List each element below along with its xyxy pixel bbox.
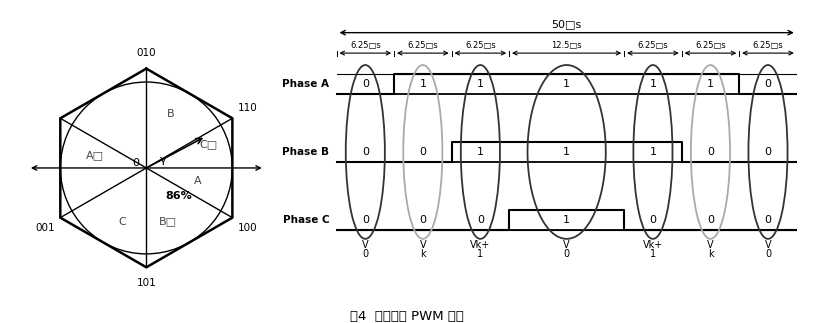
- Text: 1: 1: [650, 79, 656, 89]
- Text: 50□s: 50□s: [551, 19, 582, 29]
- Text: 1: 1: [650, 249, 656, 259]
- Text: 1: 1: [420, 79, 426, 89]
- Text: Vk+: Vk+: [643, 240, 663, 250]
- Text: Vk+: Vk+: [470, 240, 490, 250]
- Text: 0: 0: [363, 249, 368, 259]
- Text: 6.25□s: 6.25□s: [637, 41, 668, 50]
- Text: A□: A□: [85, 150, 103, 160]
- Text: 0: 0: [764, 147, 772, 157]
- Text: V: V: [765, 240, 772, 250]
- Text: C□: C□: [199, 139, 218, 149]
- Text: 0: 0: [477, 215, 484, 225]
- Text: V: V: [707, 240, 714, 250]
- Text: 0: 0: [764, 79, 772, 89]
- Text: 010: 010: [137, 48, 156, 58]
- Text: 001: 001: [35, 223, 54, 233]
- Text: 0: 0: [707, 215, 714, 225]
- Text: 6.25□s: 6.25□s: [407, 41, 438, 50]
- Text: 1: 1: [477, 147, 484, 157]
- Text: 0: 0: [362, 147, 369, 157]
- Text: V: V: [563, 240, 570, 250]
- Text: 0: 0: [765, 249, 771, 259]
- Text: 86%: 86%: [166, 191, 193, 201]
- Text: 12.5□s: 12.5□s: [551, 41, 582, 50]
- Text: 100: 100: [238, 223, 258, 233]
- Text: 0: 0: [707, 147, 714, 157]
- Text: Phase B: Phase B: [282, 147, 329, 157]
- Text: 图4  空间矢量 PWM 原理: 图4 空间矢量 PWM 原理: [350, 310, 463, 323]
- Text: 6.25□s: 6.25□s: [350, 41, 380, 50]
- Text: A: A: [194, 176, 202, 186]
- Text: 6.25□s: 6.25□s: [753, 41, 784, 50]
- Text: 0: 0: [420, 215, 426, 225]
- Text: 0: 0: [563, 249, 570, 259]
- Text: V: V: [420, 240, 426, 250]
- Text: 0: 0: [133, 158, 140, 168]
- Text: 6.25□s: 6.25□s: [465, 41, 496, 50]
- Text: 0: 0: [362, 79, 369, 89]
- Text: 1: 1: [563, 215, 570, 225]
- Text: k: k: [420, 249, 426, 259]
- Text: V: V: [362, 240, 368, 250]
- Text: 1: 1: [477, 79, 484, 89]
- Text: 1: 1: [707, 79, 714, 89]
- Text: 1: 1: [477, 249, 484, 259]
- Text: γ: γ: [160, 155, 167, 165]
- Text: 101: 101: [137, 278, 156, 288]
- Text: B□: B□: [159, 216, 177, 226]
- Text: Phase C: Phase C: [283, 215, 329, 225]
- Text: 0: 0: [362, 215, 369, 225]
- Text: 1: 1: [563, 147, 570, 157]
- Text: 0: 0: [420, 147, 426, 157]
- Text: k: k: [707, 249, 713, 259]
- Text: 1: 1: [650, 147, 656, 157]
- Text: 110: 110: [238, 103, 258, 113]
- Text: 0: 0: [764, 215, 772, 225]
- Text: Phase A: Phase A: [282, 79, 329, 89]
- Text: 0: 0: [650, 215, 656, 225]
- Text: 6.25□s: 6.25□s: [695, 41, 726, 50]
- Text: B: B: [167, 109, 174, 120]
- Text: 1: 1: [563, 79, 570, 89]
- Text: C: C: [118, 216, 126, 226]
